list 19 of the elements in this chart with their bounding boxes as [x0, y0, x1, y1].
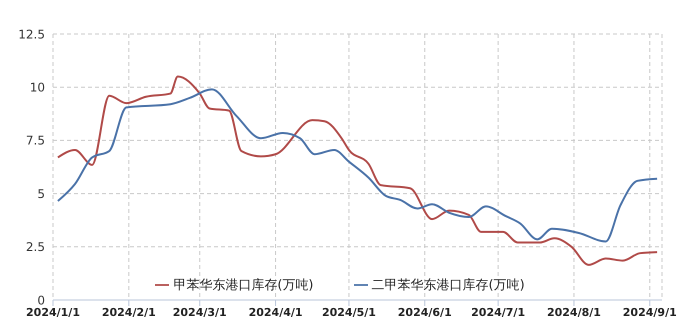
y-tick-label: 7.5 [26, 134, 45, 148]
y-tick-label: 10 [30, 80, 45, 94]
x-tick-label: 2024/5/1 [322, 306, 376, 319]
y-tick-label: 12.5 [18, 27, 45, 42]
x-tick-label: 2024/6/1 [398, 306, 452, 319]
x-tick-label: 2024/1/1 [26, 306, 80, 319]
line-series [56, 88, 658, 242]
y-tick-label: 0 [37, 293, 45, 308]
x-tick-label: 2024/8/1 [546, 306, 601, 319]
x-tick-label: 2024/7/1 [471, 306, 526, 319]
y-tick-label: 2.5 [26, 240, 45, 254]
x-tick-label: 2024/3/1 [172, 306, 227, 319]
x-tick-label: 2024/2/1 [102, 306, 156, 319]
x-tick-label: 2024/4/1 [248, 306, 303, 319]
x-tick-label: 2024/9/1 [622, 306, 677, 319]
line-series [56, 76, 658, 266]
legend-label: 二甲苯华东港口库存(万吨) [372, 278, 525, 293]
legend-label: 甲苯华东港口库存(万吨) [173, 278, 314, 293]
y-tick-label: 5 [37, 186, 45, 201]
